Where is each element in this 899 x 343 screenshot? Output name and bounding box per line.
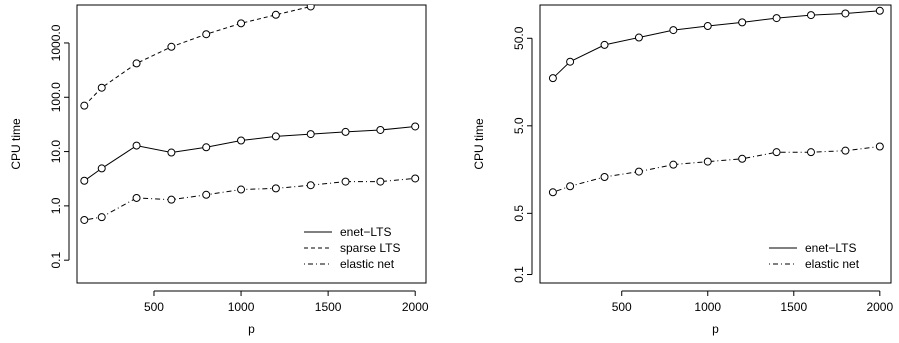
point [548, 188, 557, 197]
point [306, 5, 315, 11]
point [841, 9, 850, 18]
plot-area [548, 6, 884, 197]
y-tick-label: 10.0 [49, 140, 63, 164]
plot-box [539, 4, 892, 284]
point [548, 74, 557, 83]
point [97, 164, 106, 173]
point [772, 14, 781, 23]
point [703, 22, 712, 31]
legend-label: enet−LTS [340, 225, 391, 239]
x-tick-label: 2000 [402, 300, 429, 314]
point [202, 143, 211, 152]
x-tick-label: 1000 [228, 300, 255, 314]
point [376, 125, 385, 134]
point [237, 19, 246, 28]
y-axis-label: CPU time [9, 118, 23, 170]
y-axis-label: CPU time [472, 118, 486, 170]
point [738, 18, 747, 27]
point [167, 148, 176, 157]
point [411, 174, 420, 183]
x-axis-label: p [248, 322, 255, 336]
y-tick-label: 1000.0 [49, 24, 63, 61]
point [132, 141, 141, 150]
legend-label: elastic net [805, 257, 860, 271]
x-tick-label: 2000 [866, 300, 893, 314]
point [669, 26, 678, 35]
point [600, 40, 609, 49]
point [806, 148, 815, 157]
series-line [84, 126, 416, 182]
point [341, 177, 350, 186]
point [306, 181, 315, 190]
point [167, 42, 176, 51]
point [669, 160, 678, 169]
point [703, 157, 712, 166]
plot-box [76, 4, 427, 284]
point [237, 136, 246, 145]
plot-area [80, 5, 420, 224]
point [80, 101, 89, 110]
y-tick-label: 50.0 [512, 26, 526, 50]
y-tick-label: 0.1 [49, 252, 63, 269]
x-axis-label: p [712, 322, 719, 336]
panel: 500 1000 1500 2000 0.1 1.0 10.0 100.0 1000.0 p CPU… [9, 4, 429, 336]
x-tick-label: 500 [144, 300, 164, 314]
legend-label: elastic net [340, 257, 395, 271]
series-line [552, 146, 880, 193]
legend: enet−LTS sparse LTS elastic net [304, 225, 400, 271]
legend-label: sparse LTS [340, 241, 400, 255]
point [566, 182, 575, 191]
point [772, 148, 781, 157]
point [202, 190, 211, 199]
point [566, 57, 575, 66]
point [271, 10, 280, 19]
point [132, 59, 141, 68]
point [600, 173, 609, 182]
y-tick-label: 100.0 [49, 82, 63, 112]
panel: 500 1000 1500 2000 0.1 0.5 5.0 50.0 p CPU time ene… [472, 4, 893, 336]
point [634, 33, 643, 42]
legend-label: enet−LTS [805, 241, 856, 255]
point [411, 122, 420, 131]
point [97, 213, 106, 222]
y-tick-label: 0.1 [512, 266, 526, 283]
point [634, 167, 643, 176]
point [271, 132, 280, 141]
point [738, 154, 747, 163]
point [306, 130, 315, 139]
point [376, 177, 385, 186]
point [875, 142, 884, 151]
point [806, 11, 815, 20]
point [202, 30, 211, 39]
series-line [83, 6, 311, 107]
point [97, 83, 106, 92]
point [132, 193, 141, 202]
point [841, 146, 850, 155]
point [237, 185, 246, 194]
x-tick-label: 1000 [694, 300, 721, 314]
point [80, 215, 89, 224]
point [167, 195, 176, 204]
x-tick-label: 1500 [780, 300, 807, 314]
x-tick-label: 500 [612, 300, 632, 314]
y-tick-label: 0.5 [512, 205, 526, 222]
point [80, 176, 89, 185]
point [271, 184, 280, 193]
point [341, 127, 350, 136]
legend: enet−LTS elastic net [769, 241, 860, 271]
y-tick-label: 1.0 [49, 197, 63, 214]
x-tick-label: 1500 [315, 300, 342, 314]
point [875, 6, 884, 15]
y-tick-label: 5.0 [512, 117, 526, 134]
